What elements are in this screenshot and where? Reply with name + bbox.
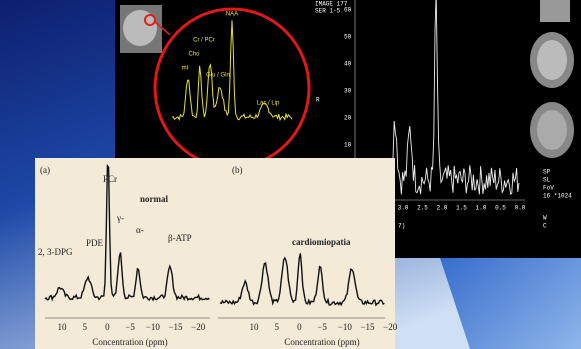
x-label: −20	[191, 322, 206, 332]
x-label: 10	[58, 322, 68, 332]
x-label: −10	[146, 322, 161, 332]
x-label: 5	[82, 322, 87, 332]
x-title: Concentration (ppm)	[284, 337, 359, 347]
param: C	[543, 223, 547, 230]
peak-label: NAA	[226, 12, 238, 18]
x-label: 1.0	[476, 205, 487, 212]
x-label: 5	[274, 322, 279, 332]
x-label: 3.0	[398, 205, 409, 212]
peak-label: α-	[136, 225, 144, 235]
x-label: 2.0	[437, 205, 448, 212]
x-label: 0	[105, 322, 110, 332]
x-label: 1.5	[456, 205, 467, 212]
x-label: −15	[360, 322, 375, 332]
panel-label: (b)	[232, 165, 243, 175]
peak-label: PDE	[86, 238, 104, 248]
peak-label: 2, 3-DPG	[38, 247, 73, 257]
x-label: −10	[338, 322, 353, 332]
peak-label: Cr / PCr	[193, 38, 215, 44]
peak-label: β-ATP	[168, 233, 192, 243]
title: normal	[140, 194, 168, 204]
p31-panel: (a) 10 5 0 −5 −10 −15 −20 Concentration (ppm) (b)…	[35, 158, 398, 349]
x-label: 10	[250, 322, 260, 332]
header: SER 1-5	[315, 8, 341, 15]
y-label: 10	[344, 142, 352, 149]
x-label: −5	[317, 322, 327, 332]
x-label: −15	[168, 322, 183, 332]
title: cardiomiopatia	[292, 237, 351, 247]
param: FoV	[543, 185, 554, 192]
x-label: −20	[383, 322, 398, 332]
panel-label: (a)	[40, 165, 50, 175]
x-label: 0.5	[495, 205, 506, 212]
y-label: 40	[344, 61, 352, 68]
proton-panel: NAA Cr / PCr Cho mI Glu / Gln Lac / Lip	[115, 0, 312, 170]
y-label: 30	[344, 88, 352, 95]
peak-label: PCr	[103, 174, 117, 184]
peak-label: Lac / Lip	[257, 101, 280, 107]
header: IMAGE 177	[315, 1, 348, 8]
y-label: 60	[344, 7, 352, 14]
param: W	[543, 215, 547, 222]
x-label: 0	[297, 322, 302, 332]
x-label: −5	[125, 322, 135, 332]
side-label: R	[316, 97, 320, 104]
peak-label: mI	[182, 66, 189, 72]
param: 16 *1024	[543, 193, 572, 200]
decor-shape	[440, 230, 581, 349]
x-title: Concentration (ppm)	[92, 337, 167, 347]
param: SL	[543, 177, 551, 184]
x-label: 0.0	[515, 205, 526, 212]
y-label: 50	[344, 34, 352, 41]
peak-label: γ-	[116, 213, 124, 223]
y-label: 20	[344, 115, 352, 122]
peak-label: Glu / Gln	[206, 73, 230, 79]
x-label: 2.5	[417, 205, 428, 212]
peak-label: Cho	[188, 52, 200, 58]
param: SP	[543, 169, 551, 176]
